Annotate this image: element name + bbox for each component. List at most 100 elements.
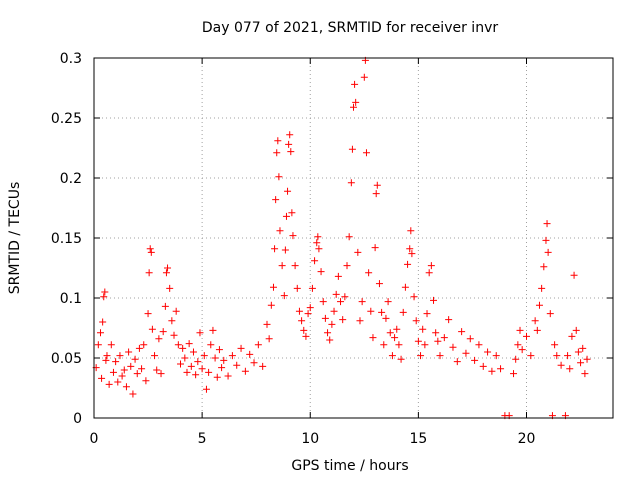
data-point [412, 317, 420, 325]
data-point [543, 220, 551, 228]
y-tick-label: 0 [73, 411, 82, 427]
data-point [168, 317, 176, 325]
data-point [516, 326, 524, 334]
plot-area-frame [93, 57, 614, 419]
data-point [209, 326, 217, 334]
data-point [142, 377, 150, 385]
data-point [259, 362, 267, 370]
data-point [98, 374, 106, 382]
data-point [579, 344, 587, 352]
data-point [140, 341, 148, 349]
data-point [391, 334, 399, 342]
data-point [572, 326, 580, 334]
data-point [458, 328, 466, 336]
data-point [183, 368, 191, 376]
y-axis-ticks: 0 0.05 0.1 0.15 0.2 0.25 0.3 [51, 51, 613, 427]
chart-title: Day 077 of 2021, SRMTID for receiver inv… [202, 20, 498, 36]
data-point [523, 332, 530, 340]
data-point [479, 362, 487, 370]
data-point [369, 334, 377, 342]
data-point [434, 337, 442, 345]
data-point [109, 368, 117, 376]
data-point [315, 245, 323, 253]
data-point [436, 352, 444, 360]
data-point [215, 346, 223, 354]
data-point [287, 148, 295, 156]
data-point [531, 317, 539, 325]
data-point [527, 352, 535, 360]
data-point [228, 352, 236, 360]
data-point [131, 355, 139, 363]
data-point [417, 352, 425, 360]
data-point [177, 360, 184, 368]
data-point [332, 290, 340, 298]
data-point [224, 372, 232, 380]
x-tick-label: 20 [518, 431, 536, 447]
data-point [265, 335, 273, 343]
data-point [427, 262, 435, 270]
data-point [321, 314, 329, 322]
data-point [179, 344, 187, 352]
data-point [233, 361, 241, 369]
data-point [407, 227, 415, 235]
data-point [397, 355, 405, 363]
data-point [218, 364, 226, 372]
data-point [170, 331, 178, 339]
data-point [484, 348, 492, 356]
data-point [127, 362, 135, 370]
data-point [362, 149, 370, 157]
data-point [568, 332, 576, 340]
data-point [250, 359, 258, 367]
data-point [159, 328, 167, 336]
data-point [275, 173, 283, 181]
data-point [187, 362, 195, 370]
data-point [291, 262, 299, 270]
data-point [213, 373, 221, 381]
data-point [162, 269, 170, 277]
data-point [107, 341, 115, 349]
data-point [514, 341, 522, 349]
data-point [288, 209, 296, 217]
data-point [237, 344, 245, 352]
data-point [319, 298, 327, 306]
data-point [339, 316, 347, 324]
data-point [404, 260, 412, 268]
data-point [263, 320, 271, 328]
data-point [356, 317, 364, 325]
data-point [365, 269, 373, 277]
data-point [125, 348, 133, 356]
data-point [298, 317, 306, 325]
data-point [172, 307, 180, 315]
data-point [343, 262, 351, 270]
data-point [430, 296, 438, 304]
data-point [207, 341, 215, 349]
data-point [100, 293, 108, 301]
data-point [271, 245, 279, 253]
data-point [281, 246, 289, 254]
x-axis-ticks: 0 5 10 15 20 [90, 58, 536, 447]
data-point [510, 370, 518, 378]
data-point [380, 341, 388, 349]
data-point [96, 329, 104, 337]
data-point [105, 380, 113, 388]
data-point [200, 352, 208, 360]
data-point [94, 341, 102, 349]
data-point [386, 329, 394, 337]
x-tick-label: 0 [90, 431, 99, 447]
data-point [414, 337, 422, 345]
data-point [114, 378, 122, 386]
data-point [518, 346, 526, 354]
data-point [202, 385, 210, 393]
data-point [241, 367, 249, 375]
data-point [384, 298, 392, 306]
y-axis-label: SRMTID / TECUs [7, 182, 23, 295]
data-point [116, 352, 124, 360]
data-point [352, 98, 360, 106]
data-point [308, 284, 316, 292]
data-point [542, 236, 550, 244]
data-point [535, 301, 543, 309]
data-point [348, 145, 356, 153]
data-point [373, 181, 381, 189]
data-point [194, 358, 202, 366]
data-point [278, 262, 286, 270]
